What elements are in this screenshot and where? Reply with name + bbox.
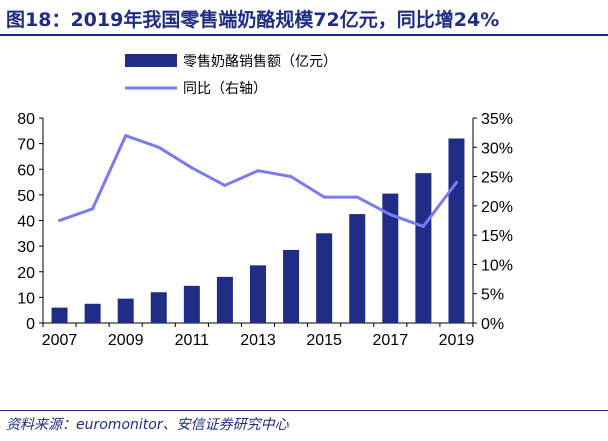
x-tick-label: 2019 [439, 332, 475, 349]
left-tick-label: 20 [17, 265, 35, 282]
growth-point-2012 [223, 183, 227, 187]
legend-bar-label: 零售奶酪销售额（亿元） [183, 54, 337, 70]
growth-point-2010 [157, 145, 161, 149]
source-divider [0, 410, 608, 411]
right-tick-label: 5% [481, 287, 504, 304]
bar-2016 [349, 214, 366, 323]
bar-2017 [382, 193, 399, 323]
right-tick-label: 20% [481, 199, 513, 216]
growth-point-2008 [91, 207, 95, 211]
growth-line [58, 134, 458, 228]
growth-point-2016 [355, 195, 359, 199]
left-tick-label: 30 [17, 239, 35, 256]
bar-2011 [183, 285, 200, 323]
growth-point-2018 [421, 224, 425, 228]
growth-point-2014 [289, 175, 293, 179]
right-tick-label: 25% [481, 170, 513, 187]
x-tick-label: 2017 [373, 332, 409, 349]
bar-2007 [51, 307, 68, 323]
x-tick-label: 2013 [240, 332, 276, 349]
left-tick-label: 0 [26, 316, 35, 333]
left-tick-label: 60 [17, 162, 35, 179]
bar-2019 [448, 138, 465, 323]
bar-2018 [415, 173, 432, 323]
legend-line-label: 同比（右轴） [183, 81, 267, 97]
right-tick-label: 30% [481, 140, 513, 157]
right-tick-label: 35% [481, 111, 513, 128]
growth-point-2019 [454, 180, 458, 184]
growth-point-2013 [256, 169, 260, 173]
right-tick-label: 10% [481, 257, 513, 274]
bar-2008 [84, 303, 101, 323]
right-tick-label: 0% [481, 316, 504, 333]
growth-point-2011 [190, 166, 194, 170]
chart: 零售奶酪销售额（亿元） 同比（右轴） 0 10 20 30 40 50 60 70 80 0% 5%… [17, 54, 513, 349]
bar-2012 [216, 276, 233, 323]
bar-2009 [117, 298, 134, 323]
bar-2010 [150, 292, 167, 323]
chart-title: 图18：2019年我国零售端奶酪规模72亿元，同比增24% [6, 9, 500, 31]
bar-2013 [250, 265, 266, 323]
legend: 零售奶酪销售额（亿元） 同比（右轴） [125, 54, 337, 97]
x-tick-label: 2015 [306, 332, 342, 349]
growth-point-2017 [388, 213, 392, 217]
source-note: 资料来源：euromonitor、安信证券研究中心 [6, 417, 289, 433]
left-tick-label: 70 [17, 137, 35, 154]
left-tick-label: 80 [17, 111, 35, 128]
left-tick-label: 50 [17, 188, 35, 205]
growth-point-2007 [58, 219, 62, 222]
bar-2015 [316, 233, 333, 323]
legend-bar-swatch [125, 54, 177, 67]
left-tick-label: 40 [17, 214, 35, 231]
growth-point-2009 [124, 134, 128, 138]
growth-point-2015 [322, 195, 326, 199]
x-tick-label: 2007 [42, 332, 78, 349]
x-tick-label: 2011 [175, 332, 210, 349]
left-tick-label: 10 [17, 290, 35, 307]
bar-2014 [283, 249, 300, 323]
right-tick-label: 15% [481, 228, 513, 245]
title-bar: 图18：2019年我国零售端奶酪规模72亿元，同比增24% [0, 0, 608, 36]
bars [51, 138, 465, 323]
tick-labels: 0 10 20 30 40 50 60 70 80 0% 5% 10% 15% 20% 25% 30% 35% 2… [17, 111, 513, 349]
x-tick-label: 2009 [108, 332, 144, 349]
